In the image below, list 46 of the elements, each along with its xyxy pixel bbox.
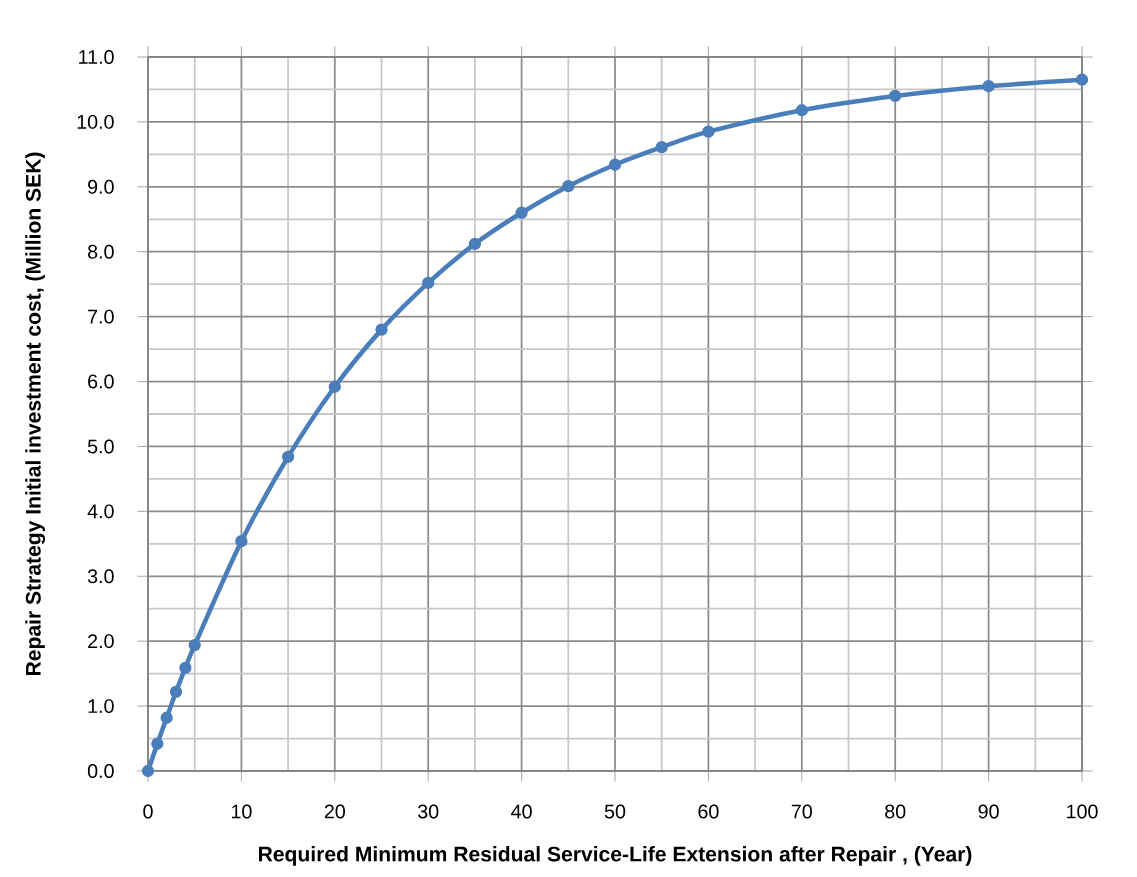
y-axis-title: Repair Strategy Initial investment cost, (Million SEK) xyxy=(25,152,46,676)
x-tick-label: 10 xyxy=(231,804,252,819)
x-tick-label: 20 xyxy=(324,804,345,819)
y-tick-label: 11.0 xyxy=(79,50,114,64)
point xyxy=(160,711,173,724)
x-tick-label: 30 xyxy=(418,804,439,819)
point xyxy=(889,89,902,103)
point xyxy=(281,450,295,463)
point xyxy=(702,125,715,138)
x-tick-label: 90 xyxy=(978,804,999,819)
x-axis-title: Required Minimum Residual Service-Life Extension after Repair , (Year) xyxy=(259,846,972,866)
x-tick-label: 40 xyxy=(511,804,532,819)
y-tick-label: 8.0 xyxy=(88,244,114,259)
x-tick-label: 70 xyxy=(791,804,812,819)
point xyxy=(655,141,668,154)
y-tick-label: 1.0 xyxy=(88,699,114,714)
point xyxy=(982,80,995,93)
y-tick-label: 4.0 xyxy=(87,504,114,519)
point xyxy=(608,158,622,171)
y-tick-label: 3.0 xyxy=(87,569,114,584)
point xyxy=(188,638,201,652)
y-tick-label: 10.0 xyxy=(77,114,114,129)
y-tick-label: 5.0 xyxy=(87,439,114,454)
x-tick-label: 100 xyxy=(1067,804,1098,819)
point xyxy=(422,276,435,290)
y-tick-label: 0.0 xyxy=(87,764,114,778)
y-tick-label: 9.0 xyxy=(88,179,114,194)
x-tick-label: 80 xyxy=(885,804,906,819)
point xyxy=(328,380,341,393)
x-tick-label: 50 xyxy=(604,804,626,819)
point xyxy=(375,323,388,336)
point xyxy=(151,737,164,750)
x-tick-label: 60 xyxy=(698,804,719,819)
point xyxy=(468,237,482,251)
y-tick-label: 6.0 xyxy=(88,374,114,389)
point xyxy=(515,206,528,219)
point xyxy=(169,685,183,698)
y-tick-label: 7.0 xyxy=(88,309,114,324)
point xyxy=(562,180,575,193)
point xyxy=(1075,73,1089,86)
x-tick-label: 0 xyxy=(143,804,153,819)
point xyxy=(179,661,192,674)
point xyxy=(235,535,248,548)
y-tick-label: 2.0 xyxy=(88,634,114,649)
point xyxy=(795,104,808,117)
point xyxy=(141,764,155,778)
